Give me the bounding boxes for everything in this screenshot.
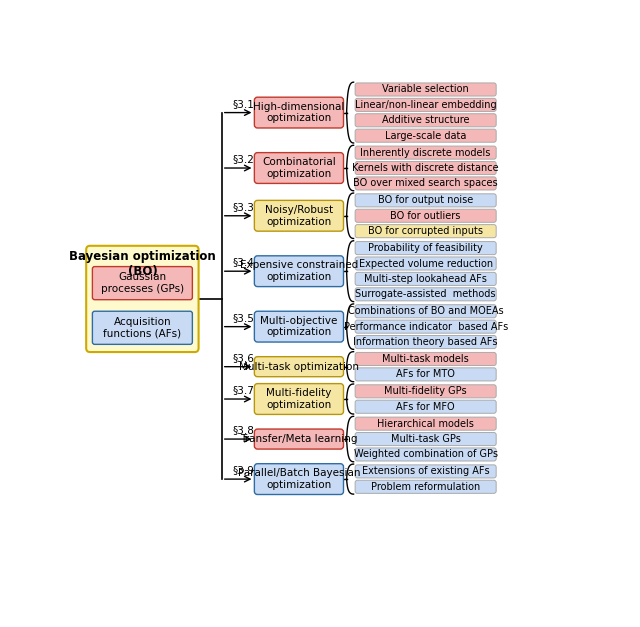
FancyBboxPatch shape [355, 129, 496, 142]
FancyBboxPatch shape [254, 429, 344, 449]
FancyBboxPatch shape [254, 201, 344, 231]
Text: Gaussian
processes (GPs): Gaussian processes (GPs) [101, 272, 184, 294]
Text: §3.1: §3.1 [233, 98, 255, 108]
FancyBboxPatch shape [355, 417, 496, 430]
Text: Performance indicator  based AFs: Performance indicator based AFs [344, 322, 508, 332]
Text: BO for corrupted inputs: BO for corrupted inputs [368, 226, 483, 236]
FancyBboxPatch shape [355, 335, 496, 349]
FancyBboxPatch shape [254, 357, 344, 377]
FancyBboxPatch shape [355, 385, 496, 398]
Text: High-dimensional
optimization: High-dimensional optimization [253, 102, 344, 124]
FancyBboxPatch shape [355, 177, 496, 190]
FancyBboxPatch shape [355, 465, 496, 478]
FancyBboxPatch shape [355, 113, 496, 127]
FancyBboxPatch shape [355, 352, 496, 366]
FancyBboxPatch shape [254, 152, 344, 184]
Text: Expected volume reduction: Expected volume reduction [358, 258, 493, 268]
Text: Multi-task optimization: Multi-task optimization [239, 362, 359, 372]
Text: §3.9: §3.9 [233, 465, 255, 475]
FancyBboxPatch shape [254, 256, 344, 287]
Text: Surrogate-assisted  methods: Surrogate-assisted methods [355, 289, 496, 299]
FancyBboxPatch shape [355, 194, 496, 207]
FancyBboxPatch shape [92, 311, 193, 344]
Text: Extensions of existing AFs: Extensions of existing AFs [362, 466, 490, 477]
Text: Large-scale data: Large-scale data [385, 130, 467, 140]
Text: Transfer/Meta learning: Transfer/Meta learning [240, 434, 358, 444]
Text: Multi-step lookahead AFs: Multi-step lookahead AFs [364, 274, 487, 284]
FancyBboxPatch shape [355, 257, 496, 270]
Text: Linear/non-linear embedding: Linear/non-linear embedding [355, 100, 497, 110]
Text: Weighted combination of GPs: Weighted combination of GPs [354, 450, 498, 460]
Text: Multi-task GPs: Multi-task GPs [390, 434, 461, 444]
FancyBboxPatch shape [254, 384, 344, 414]
Text: Combinations of BO and MOEAs: Combinations of BO and MOEAs [348, 306, 504, 316]
FancyBboxPatch shape [355, 480, 496, 493]
Text: Bayesian optimization
(BO): Bayesian optimization (BO) [69, 250, 216, 278]
FancyBboxPatch shape [355, 433, 496, 446]
Text: AFs for MFO: AFs for MFO [396, 402, 455, 412]
Text: Combinatorial
optimization: Combinatorial optimization [262, 157, 336, 179]
Text: §3.2: §3.2 [233, 154, 255, 164]
FancyBboxPatch shape [92, 266, 193, 300]
Text: Probability of feasibility: Probability of feasibility [368, 243, 483, 253]
Text: §3.4: §3.4 [233, 257, 255, 267]
FancyBboxPatch shape [355, 305, 496, 318]
Text: Additive structure: Additive structure [382, 115, 469, 125]
Text: AFs for MTO: AFs for MTO [396, 369, 455, 379]
FancyBboxPatch shape [355, 241, 496, 255]
Text: §3.5: §3.5 [233, 313, 255, 323]
FancyBboxPatch shape [355, 272, 496, 285]
FancyBboxPatch shape [355, 448, 496, 461]
Text: §3.7: §3.7 [233, 385, 255, 395]
FancyBboxPatch shape [254, 464, 344, 495]
Text: BO over mixed search spaces: BO over mixed search spaces [353, 179, 498, 189]
Text: BO for output noise: BO for output noise [378, 196, 473, 206]
Text: Noisy/Robust
optimization: Noisy/Robust optimization [265, 205, 333, 226]
Text: Hierarchical models: Hierarchical models [377, 419, 474, 429]
FancyBboxPatch shape [86, 246, 198, 352]
FancyBboxPatch shape [355, 209, 496, 223]
FancyBboxPatch shape [355, 162, 496, 174]
FancyBboxPatch shape [355, 368, 496, 381]
FancyBboxPatch shape [355, 320, 496, 333]
Text: Multi-fidelity
optimization: Multi-fidelity optimization [266, 388, 332, 410]
FancyBboxPatch shape [355, 98, 496, 112]
FancyBboxPatch shape [355, 400, 496, 413]
Text: §3.8: §3.8 [233, 425, 255, 435]
Text: Problem reformulation: Problem reformulation [371, 482, 480, 492]
Text: Acquisition
functions (AFs): Acquisition functions (AFs) [103, 317, 182, 339]
FancyBboxPatch shape [355, 224, 496, 238]
Text: §3.3: §3.3 [233, 202, 255, 212]
FancyBboxPatch shape [355, 83, 496, 96]
Text: Information theory based AFs: Information theory based AFs [353, 337, 498, 347]
Text: Multi-objective
optimization: Multi-objective optimization [260, 316, 338, 337]
FancyBboxPatch shape [254, 311, 344, 342]
Text: Multi-task models: Multi-task models [382, 354, 469, 364]
Text: Variable selection: Variable selection [382, 85, 469, 95]
FancyBboxPatch shape [355, 288, 496, 301]
Text: Kernels with discrete distance: Kernels with discrete distance [353, 163, 499, 173]
FancyBboxPatch shape [355, 146, 496, 159]
Text: Expensive constrained
optimization: Expensive constrained optimization [240, 260, 358, 282]
Text: Multi-fidelity GPs: Multi-fidelity GPs [385, 386, 467, 396]
Text: BO for outliers: BO for outliers [390, 211, 461, 221]
Text: §3.6: §3.6 [233, 353, 255, 363]
Text: Inherently discrete models: Inherently discrete models [360, 147, 491, 157]
FancyBboxPatch shape [254, 97, 344, 128]
Text: Parallel/Batch Bayesian
optimization: Parallel/Batch Bayesian optimization [237, 468, 360, 490]
